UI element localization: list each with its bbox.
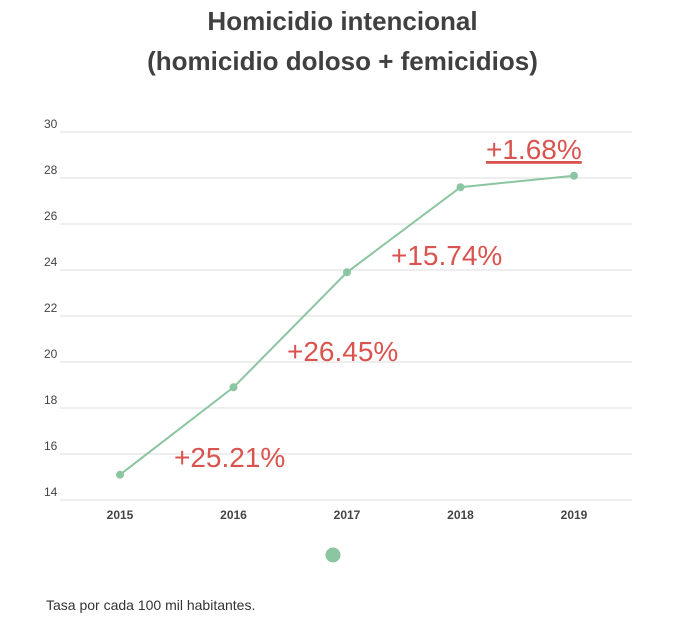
growth-annotation: +26.45% <box>287 336 398 367</box>
growth-annotation: +1.68% <box>486 134 582 165</box>
x-tick-label: 2017 <box>334 508 361 522</box>
growth-annotation: +15.74% <box>391 240 502 271</box>
footnote: Tasa por cada 100 mil habitantes. <box>46 597 256 613</box>
data-point <box>570 171 578 180</box>
y-tick-label: 30 <box>44 117 58 131</box>
x-tick-label: 2016 <box>220 508 247 522</box>
y-tick-label: 20 <box>44 347 58 361</box>
y-tick-label: 26 <box>44 209 58 223</box>
series-line <box>119 174 575 476</box>
x-tick-label: 2018 <box>447 508 474 522</box>
y-tick-label: 16 <box>44 439 58 453</box>
x-tick-label: 2019 <box>561 508 588 522</box>
x-tick-label: 2015 <box>107 508 134 522</box>
y-tick-label: 24 <box>44 255 58 269</box>
chart-subtitle: (homicidio doloso + femicidios) <box>147 46 538 76</box>
data-point <box>116 470 124 479</box>
data-point <box>456 183 465 192</box>
legend-marker <box>325 547 341 563</box>
y-tick-label: 22 <box>44 301 58 315</box>
y-tick-label: 28 <box>44 163 58 177</box>
y-tick-label: 14 <box>44 485 58 499</box>
growth-annotation: +25.21% <box>174 442 285 473</box>
y-tick-label: 18 <box>44 393 58 407</box>
chart-title: Homicidio intencional <box>207 6 478 36</box>
data-point <box>343 268 351 277</box>
data-point <box>229 383 238 392</box>
